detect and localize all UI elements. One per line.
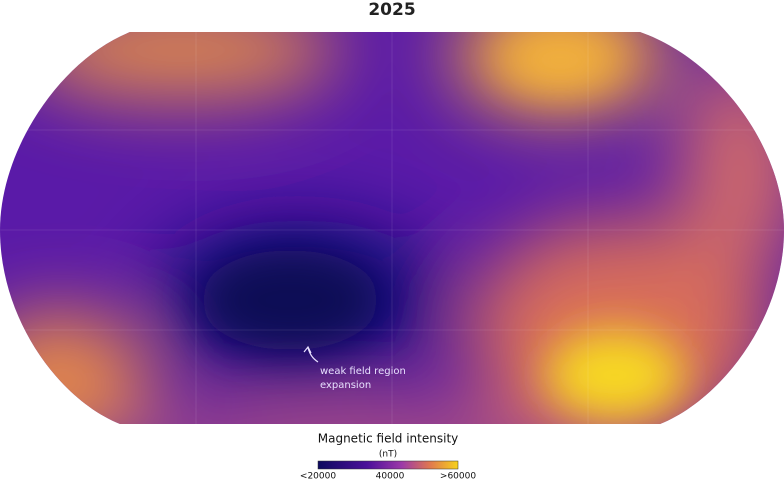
- legend-unit: (nT): [379, 450, 397, 460]
- colorbar-tick-label: >60000: [440, 472, 476, 480]
- colorbar-tick-label: 40000: [376, 472, 405, 480]
- map-title: 2025: [368, 0, 415, 20]
- annotation-text: expansion: [320, 380, 371, 391]
- annotation-arrow: [303, 345, 319, 363]
- annotation-text: weak field region: [320, 366, 406, 377]
- colorbar-tick-label: <20000: [300, 472, 336, 480]
- field-map: [0, 32, 784, 424]
- legend-title: Magnetic field intensity: [318, 432, 459, 446]
- colorbar: [317, 460, 459, 470]
